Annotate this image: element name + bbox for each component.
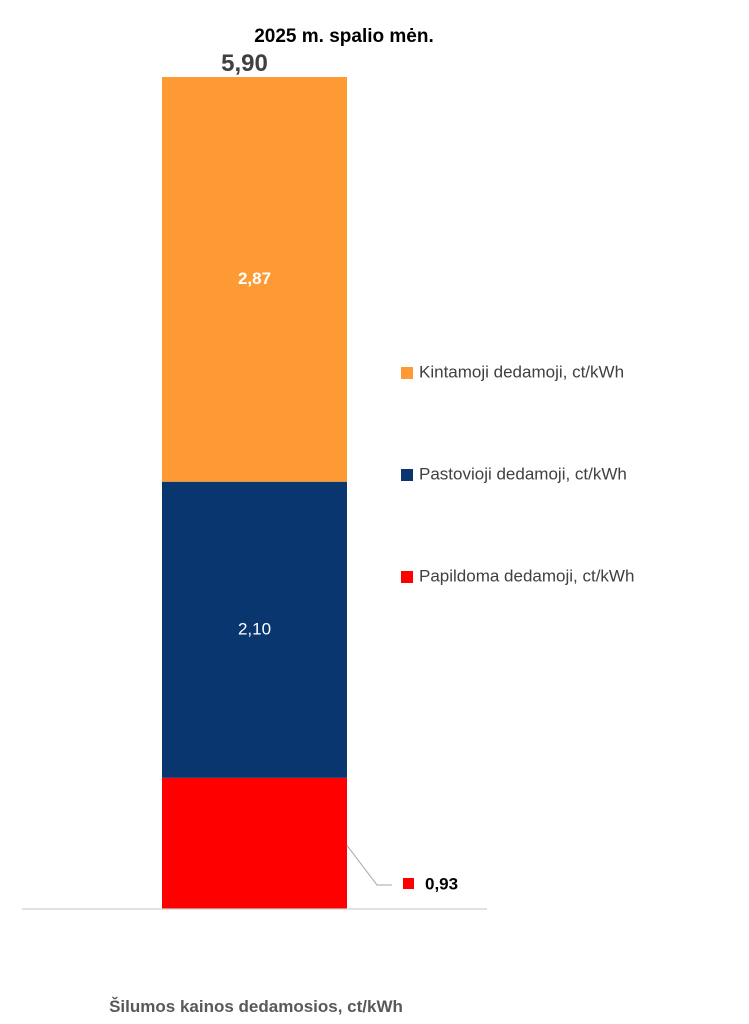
data-label-2: 2,10 <box>238 619 271 638</box>
data-label-1: 0,93 <box>425 874 458 893</box>
total-label: 5,90 <box>221 50 268 77</box>
legend-swatch-2 <box>401 469 413 481</box>
bar-segment-2 <box>162 481 347 778</box>
bar-stack: 0,93 2,10 2,87 5,90 <box>162 50 458 909</box>
bar-segment-3 <box>162 77 347 482</box>
legend-label-2: Pastovioji dedamoji, ct/kWh <box>419 464 627 483</box>
leader-line <box>346 845 392 886</box>
legend-label-3: Papildoma dedamoji, ct/kWh <box>419 566 634 585</box>
legend-swatch-3 <box>401 571 413 583</box>
legend-swatch-1 <box>401 367 413 379</box>
data-label-key <box>403 878 414 889</box>
legend: Kintamoji dedamoji, ct/kWh Pastovioji ded… <box>401 362 634 585</box>
data-label-3: 2,87 <box>238 269 271 288</box>
legend-label-1: Kintamoji dedamoji, ct/kWh <box>419 362 624 381</box>
bar-segment-1 <box>162 777 347 909</box>
chart-title: 2025 m. spalio mėn. <box>254 26 434 47</box>
category-label: Šilumos kainos dedamosios, ct/kWh <box>109 997 403 1016</box>
